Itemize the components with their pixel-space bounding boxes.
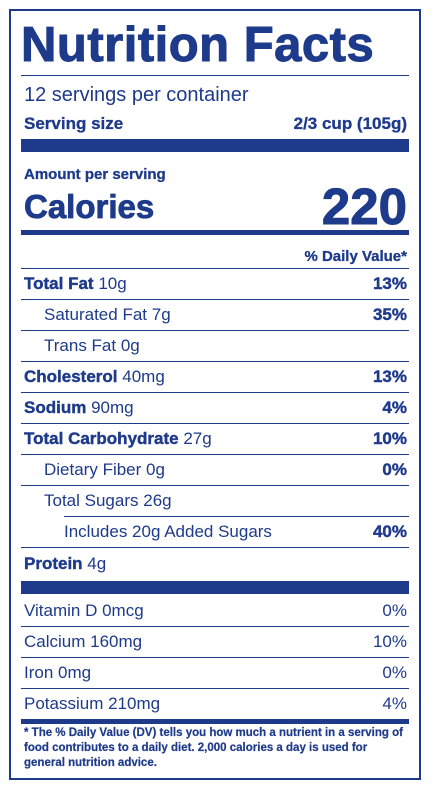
divider: [21, 626, 409, 627]
nutrient-dv: 4%: [382, 397, 407, 417]
nutrient-name: Trans Fat: [44, 335, 117, 355]
nutrient-row-total-carbohydrate: Total Carbohydrate 27g 10%: [24, 423, 407, 454]
vitamin-text: Potassium 210mg: [24, 693, 161, 713]
thick-divider: [21, 139, 409, 152]
nutrient-name: Total Carbohydrate: [24, 428, 179, 448]
divider: [21, 361, 409, 362]
nutrient-row-saturated-fat: Saturated Fat 7g 35%: [44, 299, 407, 330]
amount-per-serving: Amount per serving: [24, 166, 166, 183]
divider: [64, 516, 409, 517]
nutrient-row-trans-fat: Trans Fat 0g: [44, 330, 407, 361]
nutrient-name: Total Sugars: [44, 490, 139, 510]
nutrient-name: Includes 20g Added Sugars: [64, 521, 272, 541]
nutrient-amount: 10g: [98, 273, 127, 293]
vitamin-dv: 10%: [372, 631, 407, 651]
nutrient-amount: 90mg: [91, 397, 134, 417]
nutrient-dv: 13%: [372, 273, 407, 293]
serving-size-label: Serving size: [24, 114, 124, 133]
vitamin-dv: 0%: [382, 662, 407, 682]
calories-value: 220: [321, 178, 407, 235]
calories-label: Calories: [24, 187, 155, 225]
nutrient-amount: 7g: [151, 304, 171, 324]
divider: [21, 330, 409, 331]
thick-divider: [21, 581, 409, 594]
vitamin-row: Vitamin D 0mcg 0%: [24, 595, 407, 626]
serving-size-row: Serving size 2/3 cup (105g): [24, 114, 407, 134]
label-title: Nutrition Facts: [20, 18, 375, 72]
nutrient-row-total-sugars: Total Sugars 26g: [44, 485, 407, 516]
nutrient-row-sodium: Sodium 90mg 4%: [24, 392, 407, 423]
medium-divider: [21, 230, 409, 235]
nutrient-amount: 0g: [120, 335, 140, 355]
nutrient-row-protein: Protein 4g: [24, 547, 407, 580]
nutrient-row-total-fat: Total Fat 10g 13%: [24, 268, 407, 299]
vitamin-text: Iron 0mg: [24, 662, 92, 682]
servings-per-container: 12 servings per container: [24, 84, 249, 106]
nutrient-dv: 13%: [372, 366, 407, 386]
divider: [21, 75, 409, 76]
vitamin-row: Potassium 210mg 4%: [24, 688, 407, 719]
nutrient-name: Sodium: [24, 397, 87, 417]
nutrient-name: Dietary Fiber: [44, 459, 142, 479]
nutrient-name: Protein: [24, 553, 83, 573]
vitamin-dv: 0%: [382, 600, 407, 620]
divider: [21, 657, 409, 658]
nutrient-dv: 0%: [382, 459, 407, 479]
nutrient-amount: 26g: [143, 490, 172, 510]
footnote: * The % Daily Value (DV) tells you how m…: [24, 727, 403, 769]
medium-divider: [21, 719, 409, 724]
divider: [21, 268, 409, 269]
nutrient-name: Total Fat: [24, 273, 94, 293]
nutrition-facts-label: Nutrition Facts 12 servings per containe…: [9, 9, 421, 780]
nutrient-dv: 40%: [372, 521, 407, 541]
vitamin-text: Vitamin D 0mcg: [24, 600, 144, 620]
divider: [21, 299, 409, 300]
nutrient-row-cholesterol: Cholesterol 40mg 13%: [24, 361, 407, 392]
vitamin-dv: 4%: [382, 693, 407, 713]
divider: [21, 688, 409, 689]
nutrient-name: Saturated Fat: [44, 304, 148, 324]
vitamin-row: Iron 0mg 0%: [24, 657, 407, 688]
vitamin-text: Calcium 160mg: [24, 631, 143, 651]
nutrient-dv: 35%: [372, 304, 407, 324]
divider: [21, 454, 409, 455]
divider: [21, 392, 409, 393]
nutrient-amount: 40mg: [122, 366, 165, 386]
divider: [21, 423, 409, 424]
calories-row: Calories 220: [24, 178, 408, 235]
divider: [21, 547, 409, 548]
serving-size-value: 2/3 cup (105g): [293, 114, 407, 133]
daily-value-header: % Daily Value*: [304, 248, 407, 265]
nutrient-amount: 4g: [87, 553, 107, 573]
nutrient-amount: 27g: [183, 428, 212, 448]
nutrient-name: Cholesterol: [24, 366, 118, 386]
vitamin-row: Calcium 160mg 10%: [24, 626, 407, 657]
divider: [21, 485, 409, 486]
nutrient-dv: 10%: [372, 428, 407, 448]
nutrient-amount: 0g: [146, 459, 165, 479]
nutrient-row-dietary-fiber: Dietary Fiber 0g 0%: [44, 454, 407, 485]
nutrient-row-added-sugars: Includes 20g Added Sugars 40%: [64, 516, 407, 547]
